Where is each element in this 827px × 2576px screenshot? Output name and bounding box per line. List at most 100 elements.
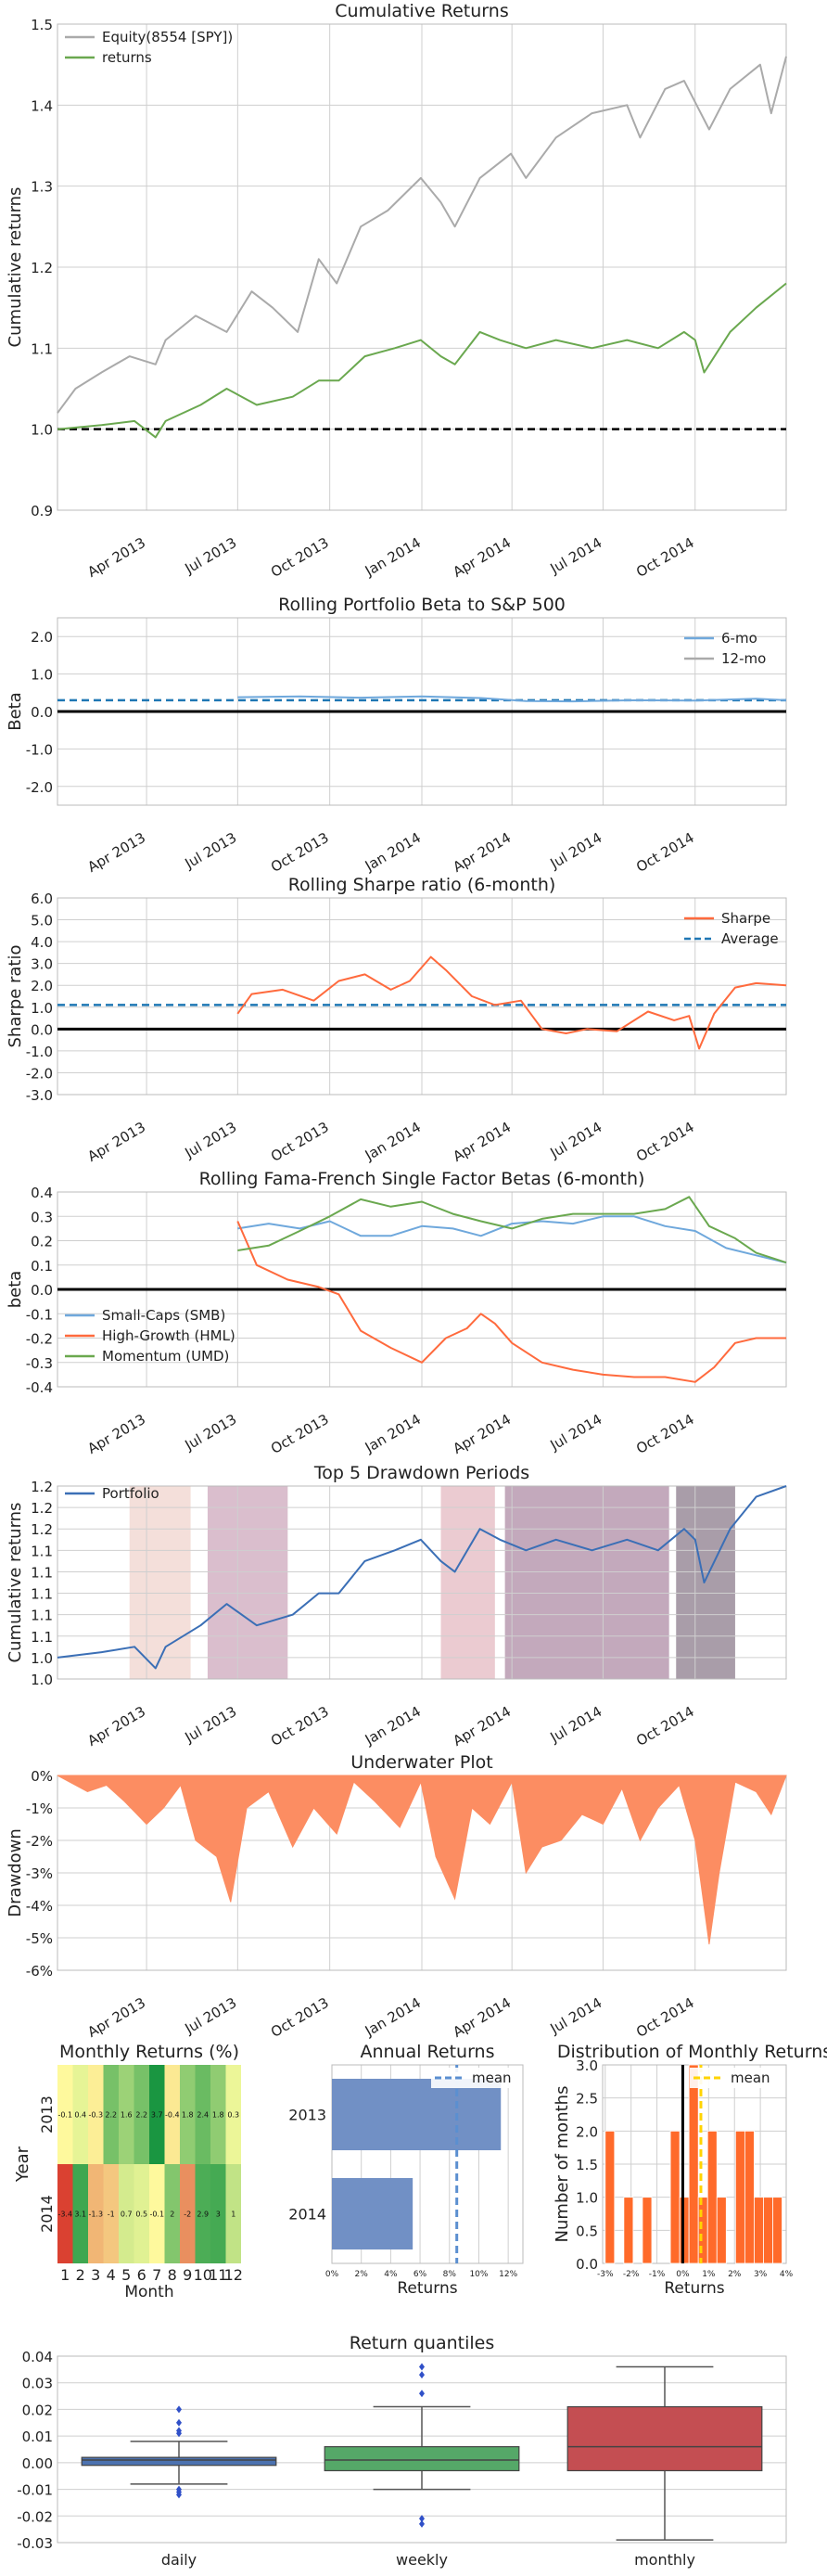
heatmap-cell <box>88 2065 104 2164</box>
bar <box>332 2177 414 2250</box>
axes-frame <box>57 2355 787 2544</box>
y-tick-label: 2.5 <box>576 2091 598 2108</box>
y-tick-label: -5% <box>26 1930 53 1947</box>
y-tick-label: 0.01 <box>22 2429 53 2445</box>
chart-title: Underwater Plot <box>350 1752 493 1773</box>
heatmap-cell <box>88 2164 104 2263</box>
heatmap-cell <box>164 2164 180 2263</box>
x-tick-label: Oct 2014 <box>633 1411 697 1457</box>
y-tick-label: 2013 <box>288 2107 326 2124</box>
x-tick-label: Jul 2014 <box>547 1411 605 1455</box>
x-tick-label: 0% <box>676 2270 690 2279</box>
legend: Small-Caps (SMB) High-Growth (HML) Momentu… <box>65 1307 235 1365</box>
heatmap-cell-label: -0.3 <box>88 2111 103 2120</box>
x-tick-label: Apr 2014 <box>450 534 514 581</box>
heatmap-cell-label: 2 <box>170 2211 174 2219</box>
x-tick-label: Apr 2014 <box>450 1119 514 1165</box>
drawdown-period <box>129 1486 191 1679</box>
x-tick-label: 4% <box>384 2270 398 2279</box>
heatmap-cell <box>134 2164 149 2263</box>
x-tick-label: 4% <box>780 2270 794 2279</box>
y-tick-label: -2.0 <box>26 1065 53 1082</box>
heatmap-cell <box>195 2065 210 2164</box>
flier <box>419 2363 425 2371</box>
legend: Portfolio <box>65 1485 159 1502</box>
x-tick-label: 2 <box>76 2266 85 2284</box>
x-tick-label: Apr 2014 <box>450 1411 514 1457</box>
y-tick-label: 0.03 <box>22 2376 53 2392</box>
y-tick-label: -4% <box>26 1898 53 1915</box>
legend-entry: 6-mo <box>721 630 757 647</box>
x-tick-label: 4 <box>107 2266 116 2284</box>
heatmap-cell <box>180 2065 196 2164</box>
chart-title: Rolling Fama-French Single Factor Betas … <box>199 1169 645 1189</box>
legend: Equity(8554 [SPY]) returns <box>65 29 233 66</box>
y-tick-label: 1.4 <box>31 97 53 114</box>
series-line-small-caps--smb- <box>237 1215 787 1264</box>
series-line-6-mo <box>237 695 787 703</box>
x-tick-label: Apr 2013 <box>84 1119 148 1165</box>
y-tick-label: 2014 <box>38 2195 56 2233</box>
heatmap-cell <box>149 2164 165 2263</box>
heatmap-cell-label: 3.1 <box>74 2211 86 2219</box>
heatmap-cell-label: 0.3 <box>227 2111 239 2120</box>
y-tick-label: -3% <box>26 1865 53 1882</box>
heatmap-cell <box>225 2164 241 2263</box>
chart-title: Annual Returns <box>360 2042 494 2062</box>
chart-monthly: Monthly Returns (%)-0.1 0.4 -0.3 2.2 1.6 2.2 3… <box>13 2042 243 2301</box>
y-tick-label: 2.0 <box>31 629 53 646</box>
legend-box <box>431 2068 516 2088</box>
y-tick-label: 6.0 <box>31 891 53 907</box>
y-tick-label: 1.1 <box>31 1564 53 1581</box>
y-tick-label: 0.9 <box>31 503 53 519</box>
y-tick-label: -0.4 <box>26 1379 53 1396</box>
series-line-portfolio <box>57 1485 787 1670</box>
flier <box>176 2491 182 2499</box>
histogram-bar <box>763 2197 773 2264</box>
x-tick-label: 8 <box>168 2266 177 2284</box>
flier <box>419 2371 425 2379</box>
x-tick-label: Oct 2014 <box>633 1703 697 1749</box>
y-tick-label: 0.02 <box>22 2402 53 2418</box>
heatmap-cell <box>72 2065 88 2164</box>
x-tick-label: Apr 2014 <box>450 1994 514 2041</box>
y-tick-label: -3.0 <box>26 1087 53 1104</box>
x-tick-label: 10 <box>194 2266 212 2284</box>
x-tick-label: 2% <box>355 2270 369 2279</box>
y-axis-label: Cumulative returns <box>6 187 25 348</box>
x-axis-label: Returns <box>664 2279 724 2298</box>
y-tick-label: 1.0 <box>31 1672 53 1688</box>
series-line-sharpe <box>236 955 787 1050</box>
y-tick-label: 0.3 <box>31 1209 53 1225</box>
x-tick-label: Jul 2013 <box>182 829 240 873</box>
chart-ff: Rolling Fama-French Single Factor Betas … <box>6 1169 787 1457</box>
x-tick-label: -2% <box>623 2270 640 2279</box>
flier <box>419 2515 425 2523</box>
heatmap-cell-label: 1.8 <box>182 2111 194 2120</box>
y-tick-label: -0.3 <box>26 1355 53 1372</box>
chart-cum: Cumulative Returns 0.9 1.0 1.1 1.2 1.3 1.4 1.5 C… <box>6 1 787 581</box>
axes-frame <box>57 897 787 1096</box>
heatmap-cell-label: 1.8 <box>212 2111 224 2120</box>
series-line-returns <box>57 282 787 439</box>
heatmap-cell-label: 0.7 <box>121 2211 133 2219</box>
legend-entry: Momentum (UMD) <box>102 1348 229 1365</box>
heatmap-cell <box>210 2164 226 2263</box>
legend-entry: Equity(8554 [SPY]) <box>102 29 233 45</box>
heatmap-cell <box>149 2065 165 2164</box>
flier <box>419 2519 425 2528</box>
chart-dist: Distribution of Monthly Returns 0.0 0.5 1.0… <box>553 2042 827 2298</box>
y-tick-label: -0.1 <box>26 1306 53 1323</box>
x-tick-label: Jul 2013 <box>182 1703 240 1747</box>
heatmap-cell-label: 2.4 <box>197 2111 209 2120</box>
axes-frame <box>331 2064 524 2264</box>
heatmap-cell <box>57 2164 73 2263</box>
chart-annual: Annual Returns 0% 2% 4% 6% 8% 10% 12% 2013 2014 Re… <box>288 2042 524 2298</box>
x-tick-label: Apr 2014 <box>450 829 514 876</box>
x-tick-label: Apr 2014 <box>450 1703 514 1749</box>
y-tick-label: 0.0 <box>31 704 53 721</box>
x-tick-label: Jan 2014 <box>362 1994 424 2040</box>
heatmap-cell <box>134 2065 149 2164</box>
x-tick-label: Oct 2013 <box>268 1703 332 1749</box>
